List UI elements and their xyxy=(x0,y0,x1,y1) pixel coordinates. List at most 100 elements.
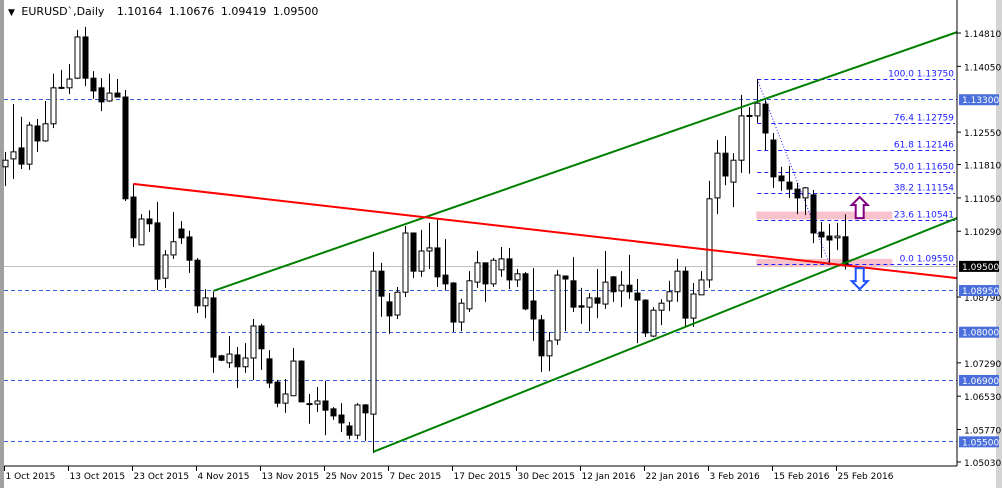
candle xyxy=(10,104,17,180)
price-axis-label: 1.11050 xyxy=(964,195,1001,205)
candle xyxy=(346,422,353,440)
bear-candle-body xyxy=(626,284,633,293)
level-price-tag[interactable] xyxy=(959,285,999,297)
candle xyxy=(498,247,505,277)
candle xyxy=(554,269,561,345)
bull-candle-body xyxy=(738,115,745,161)
price-axis-label: 1.05030 xyxy=(964,459,1001,469)
candle xyxy=(514,268,521,287)
candle xyxy=(314,386,321,412)
arrows[interactable] xyxy=(849,195,871,291)
candle xyxy=(794,183,801,215)
bear-candle-body xyxy=(410,232,417,272)
bear-candle-body xyxy=(258,325,265,350)
level-price-tag[interactable] xyxy=(959,94,999,106)
fib-level-label: 0.0 1.09550 xyxy=(900,255,955,265)
bull-candle-body xyxy=(314,400,321,405)
candle xyxy=(722,136,729,186)
price-axis-label: 1.05770 xyxy=(964,426,1001,436)
bear-candle-body xyxy=(818,231,825,238)
price-axis[interactable]: 1.14810 1.14050 1.12550 1.11810 1.11050 1.102… xyxy=(957,30,1001,469)
price-axis-label: 1.10290 xyxy=(964,228,1001,238)
candle xyxy=(714,140,721,215)
candle xyxy=(234,347,241,388)
candle xyxy=(538,315,545,373)
bull-candle-body xyxy=(474,262,481,283)
candle xyxy=(570,257,577,312)
bull-candle-body xyxy=(602,281,609,305)
candle xyxy=(26,122,33,170)
bear-candle-body xyxy=(362,404,369,414)
bull-candle-body xyxy=(138,218,145,246)
time-axis-label: 30 Dec 2015 xyxy=(518,472,576,482)
candle xyxy=(466,271,473,312)
level-price-label: 1.08000 xyxy=(962,329,999,339)
level-price-label: 1.06900 xyxy=(962,377,999,387)
candle xyxy=(394,286,401,319)
candle xyxy=(154,201,161,291)
bull-candle-body xyxy=(354,404,361,436)
bull-candle-body xyxy=(66,78,73,89)
bull-candle-body xyxy=(394,291,401,316)
bear-candle-body xyxy=(98,87,105,103)
candle xyxy=(226,336,233,369)
fibonacci-retracement[interactable]: 100.0 1.13750 76.4 1.12759 61.8 1.12146 50.… xyxy=(756,70,955,265)
bear-candle-body xyxy=(786,181,793,190)
bear-candle-body xyxy=(442,274,449,285)
candle xyxy=(146,210,153,233)
bear-candle-body xyxy=(770,139,777,178)
bear-candle-body xyxy=(298,360,305,403)
candle xyxy=(370,251,377,454)
candle xyxy=(770,133,777,188)
candle xyxy=(362,404,369,441)
arrow-up-icon[interactable] xyxy=(849,195,871,220)
level-price-tag[interactable] xyxy=(959,374,999,386)
triangle-down-icon[interactable]: ▼ xyxy=(8,8,15,18)
candle xyxy=(618,271,625,308)
candle xyxy=(506,247,513,290)
time-axis[interactable]: 1 Oct 2015 13 Oct 2015 23 Oct 2015 4 Nov 20… xyxy=(4,466,894,482)
candle xyxy=(298,360,305,403)
resistance-line[interactable] xyxy=(133,182,958,280)
level-price-tag[interactable] xyxy=(959,436,999,448)
bull-candle-body xyxy=(746,114,753,117)
bull-candle-body xyxy=(170,241,177,256)
bear-candle-body xyxy=(154,222,161,280)
high-value: 1.10676 xyxy=(168,5,215,18)
bull-candle-body xyxy=(306,403,313,406)
price-axis-label: 1.12550 xyxy=(964,129,1001,139)
bull-candle-body xyxy=(498,258,505,271)
bear-candle-body xyxy=(18,147,25,165)
candle xyxy=(450,282,457,333)
bull-candle-body xyxy=(650,309,657,337)
candle xyxy=(82,26,89,87)
bull-candle-body xyxy=(514,273,521,281)
bull-candle-body xyxy=(106,92,113,102)
highlight-zone[interactable] xyxy=(756,211,893,220)
time-axis-label: 15 Feb 2016 xyxy=(774,472,830,482)
bear-candle-body xyxy=(218,355,225,361)
candle xyxy=(218,354,225,362)
candle xyxy=(666,280,673,312)
trendlines[interactable] xyxy=(133,31,958,453)
arrow-down-icon[interactable] xyxy=(849,267,871,291)
bear-candle-body xyxy=(266,358,273,384)
candle xyxy=(178,221,185,244)
price-axis-label: 1.11810 xyxy=(964,162,1001,172)
candle xyxy=(410,232,417,279)
bear-candle-body xyxy=(522,273,529,310)
fib-level-label: 23.6 1.10541 xyxy=(894,211,954,221)
channel-lower[interactable] xyxy=(372,217,958,453)
candle xyxy=(602,250,609,309)
bear-candle-body xyxy=(122,96,129,200)
candle xyxy=(746,107,753,174)
bull-candle-body xyxy=(834,235,841,239)
time-axis-label: 7 Dec 2015 xyxy=(390,472,442,482)
bull-candle-body xyxy=(690,293,697,319)
level-price-tag[interactable] xyxy=(959,326,999,338)
channel-upper[interactable] xyxy=(212,31,958,292)
price-axis-label: 1.14050 xyxy=(964,63,1001,73)
candle xyxy=(306,393,313,424)
